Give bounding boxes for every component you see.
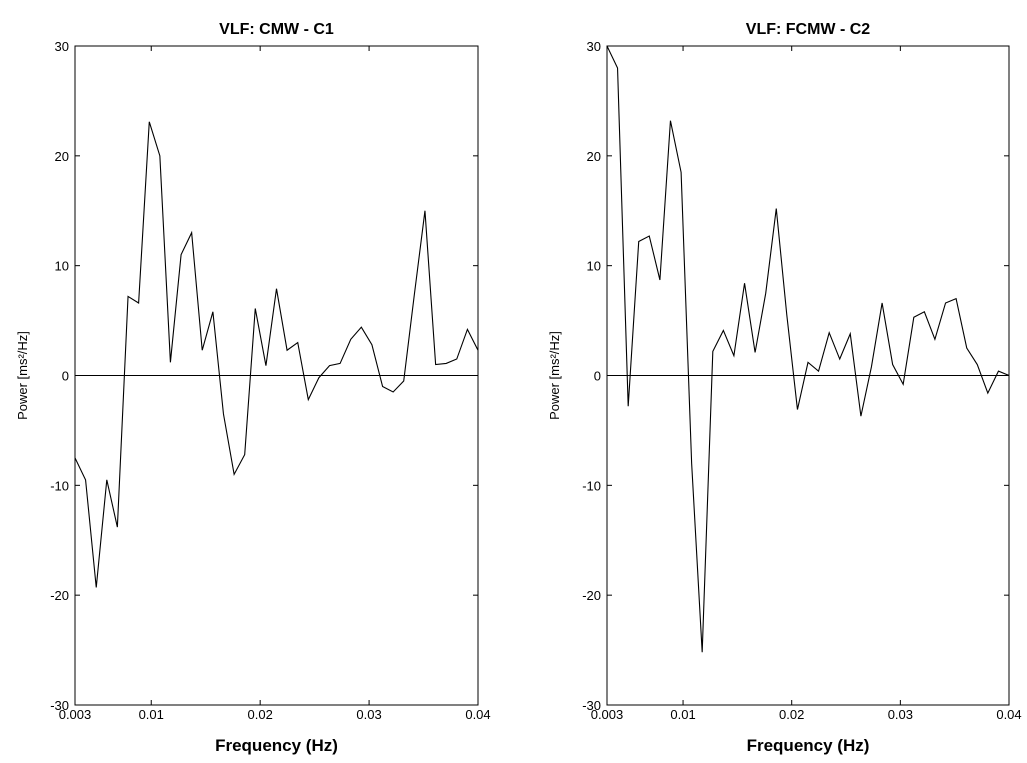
x-tick-label: 0.03 xyxy=(356,707,381,722)
y-tick-label: 20 xyxy=(55,149,69,164)
chart-title: VLF: FCMW - C2 xyxy=(746,21,871,38)
y-tick-label: 0 xyxy=(594,369,601,384)
y-tick-label: 30 xyxy=(587,39,601,54)
y-tick-label: -30 xyxy=(582,698,601,713)
y-axis-title: Power [ms²/Hz] xyxy=(15,331,30,420)
x-tick-label: 0.01 xyxy=(139,707,164,722)
y-tick-label: -20 xyxy=(582,588,601,603)
y-tick-label: 20 xyxy=(587,149,601,164)
x-tick-label: 0.04 xyxy=(996,707,1021,722)
x-tick-label: 0.02 xyxy=(248,707,273,722)
y-tick-label: -10 xyxy=(582,478,601,493)
y-tick-label: -10 xyxy=(50,478,69,493)
y-tick-label: 30 xyxy=(55,39,69,54)
x-tick-label: 0.04 xyxy=(465,707,490,722)
x-tick-label: 0.003 xyxy=(591,707,624,722)
subplot: -30 -20 -10 0 10 20 30 0.003 0.01 0.02 0.03 0.04 VLF… xyxy=(547,21,1022,755)
y-tick-label: -30 xyxy=(50,698,69,713)
x-axis-title: Frequency (Hz) xyxy=(747,736,870,755)
x-tick-label: 0.02 xyxy=(779,707,804,722)
y-tick-label: 0 xyxy=(62,369,69,384)
y-tick-label: 10 xyxy=(587,259,601,274)
x-axis-title: Frequency (Hz) xyxy=(215,736,338,755)
x-tick-label: 0.003 xyxy=(59,707,92,722)
y-axis-title: Power [ms²/Hz] xyxy=(547,331,562,420)
x-tick-label: 0.03 xyxy=(888,707,913,722)
x-tick-label: 0.01 xyxy=(670,707,695,722)
data-line xyxy=(75,121,478,588)
data-line xyxy=(607,46,1009,653)
y-tick-label: -20 xyxy=(50,588,69,603)
chart-title: VLF: CMW - C1 xyxy=(219,21,334,38)
y-tick-label: 10 xyxy=(55,259,69,274)
subplot: -30 -20 -10 0 10 20 30 0.003 0.01 0.02 0.03 0.04 VLF… xyxy=(15,21,491,755)
